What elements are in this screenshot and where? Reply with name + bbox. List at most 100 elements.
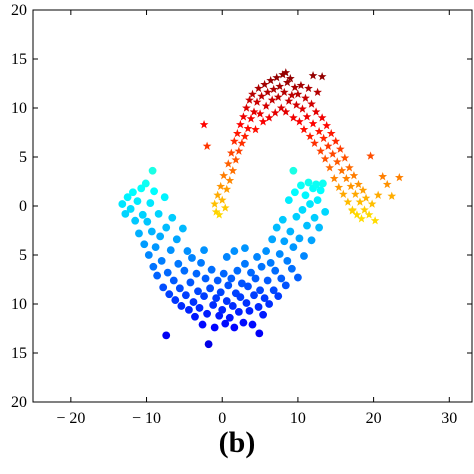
star-point [254, 83, 263, 93]
circle-point [254, 303, 263, 311]
circle-point [303, 221, 311, 230]
circle-point [178, 224, 187, 233]
star-point [296, 80, 306, 90]
star-point [284, 96, 294, 105]
circle-point [241, 259, 249, 268]
x-tick-label: 10 [290, 410, 306, 427]
circle-point [313, 196, 322, 205]
circle-point [301, 191, 310, 200]
circle-point [203, 309, 211, 318]
circle-point [168, 213, 177, 222]
circle-point [224, 281, 233, 290]
circle-point [189, 298, 198, 306]
star-point [214, 210, 224, 219]
circle-point [133, 197, 142, 206]
circle-point [180, 266, 189, 275]
star-point [320, 154, 330, 163]
star-point [361, 193, 371, 202]
circle-point [255, 329, 264, 338]
circle-point [131, 216, 140, 225]
circle-point [169, 276, 178, 285]
circle-point [148, 166, 157, 175]
circle-point [272, 223, 281, 232]
circle-point [154, 209, 163, 218]
circle-point [221, 319, 230, 328]
circle-point [256, 286, 264, 295]
circle-point [222, 297, 231, 305]
circle-point [278, 215, 287, 224]
star-point [334, 182, 344, 192]
circle-point [157, 256, 166, 265]
circle-point [210, 323, 219, 332]
star-point [240, 131, 250, 141]
circle-point [306, 200, 314, 208]
star-point [270, 108, 280, 117]
star-point [269, 84, 279, 94]
star-point [249, 107, 259, 116]
star-point [272, 73, 282, 82]
circle-point [207, 265, 216, 274]
star-point [357, 214, 366, 223]
circle-point [206, 284, 215, 293]
circle-point [149, 262, 158, 271]
star-point [308, 119, 318, 128]
star-point [322, 121, 332, 130]
star-point [394, 172, 404, 182]
circle-point [257, 262, 266, 271]
star-point [326, 128, 336, 138]
circle-point [283, 256, 292, 265]
circle-point [163, 268, 172, 277]
circle-point [286, 227, 295, 236]
star-point [387, 191, 397, 200]
circle-point [271, 266, 280, 275]
circle-point [166, 246, 175, 255]
circle-point [144, 251, 153, 259]
circle-point [287, 264, 296, 273]
circle-point [192, 269, 201, 278]
circle-point [316, 186, 325, 195]
circle-point [289, 166, 298, 175]
circle-point [140, 240, 149, 249]
star-point [251, 124, 260, 134]
circle-point [253, 253, 261, 261]
circle-point [294, 273, 302, 282]
star-point [310, 138, 319, 147]
star-point [329, 173, 339, 183]
star-point [305, 131, 315, 141]
star-point [245, 95, 254, 104]
circle-point [159, 283, 168, 292]
y-tick-label: 15 [11, 345, 27, 362]
circle-point [215, 311, 224, 320]
star-point [364, 210, 374, 219]
points-layer [118, 68, 404, 349]
y-tick-label: 5 [19, 247, 27, 264]
star-point [317, 113, 327, 122]
star-point [276, 103, 286, 112]
star-point [220, 203, 230, 212]
circle-point [160, 193, 169, 202]
star-point [355, 197, 365, 206]
y-tick-label: 5 [19, 149, 27, 166]
star-point [216, 181, 226, 191]
circle-point [245, 306, 254, 315]
circle-point [269, 286, 278, 295]
circle-point [239, 318, 248, 327]
circle-point [118, 200, 127, 208]
star-point [349, 171, 359, 180]
circle-point [191, 312, 199, 321]
circle-point [266, 258, 275, 267]
circle-point [162, 331, 171, 340]
circle-point [295, 234, 304, 243]
circle-point [227, 274, 236, 283]
star-point [260, 79, 269, 89]
star-point [311, 107, 321, 116]
x-tick-label: 0 [218, 410, 226, 427]
circle-point [230, 323, 239, 332]
circle-point [146, 199, 155, 207]
circle-point [141, 179, 150, 188]
star-point [360, 205, 369, 214]
circle-point [138, 210, 147, 219]
star-point [314, 126, 324, 136]
circle-point [275, 250, 284, 258]
